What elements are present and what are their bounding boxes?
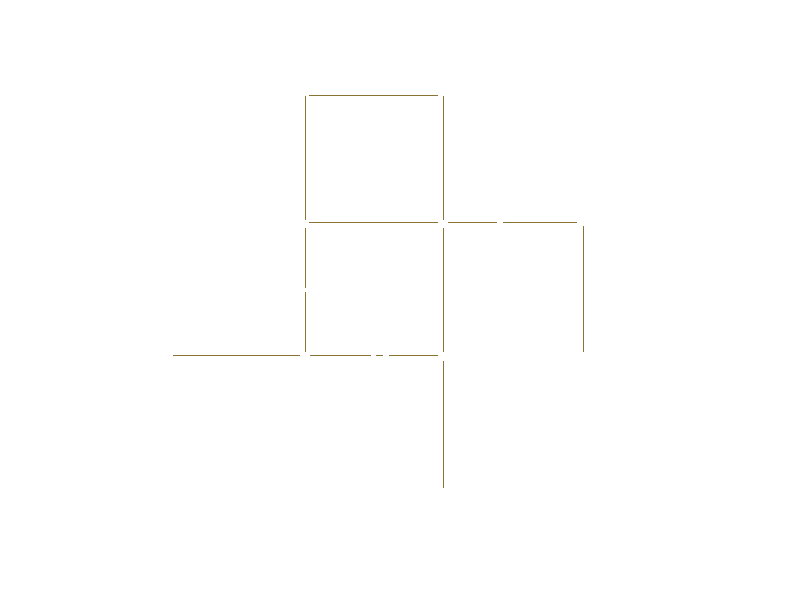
maze-board (0, 0, 800, 600)
board-background (0, 0, 800, 600)
